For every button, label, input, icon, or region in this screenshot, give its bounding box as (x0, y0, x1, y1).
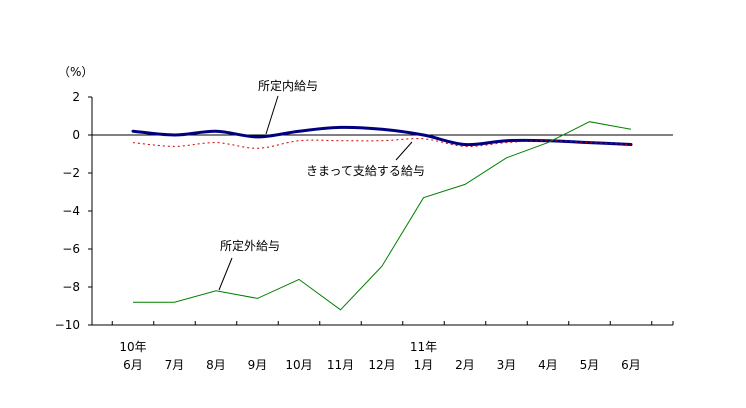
annotation-label: 所定内給与 (258, 78, 318, 93)
y-tick-label: −10 (55, 318, 80, 332)
y-tick-label: 0 (72, 128, 80, 142)
x-tick-label: 4月 (538, 358, 558, 372)
annotation-label: 所定外給与 (220, 238, 280, 253)
series-line-regular-pay (132, 138, 632, 149)
x-tick-label: 7月 (165, 358, 185, 372)
annotation-leader-line (218, 257, 233, 291)
series-lines (131, 121, 633, 311)
x-tick-label: 6月 (621, 358, 641, 372)
axes (88, 96, 674, 326)
x-tick-label: 10月 (285, 358, 312, 372)
x-year-label: 11年 (410, 340, 437, 354)
x-tick-label: 6月 (123, 358, 143, 372)
axis-labels: 2 0 −2 −4 −6 −8 −10 （%） 6月 7月 8月 9月 10月 11月 12月 1月 2月 3月 4… (55, 65, 641, 372)
x-tick-label: 9月 (248, 358, 268, 372)
y-unit-label: （%） (58, 65, 93, 79)
annotation-leader-line (265, 95, 279, 135)
y-tick-label: −6 (62, 242, 80, 256)
annotation-label: きまって支給する給与 (306, 164, 425, 178)
series-line-scheduled-pay (131, 125, 633, 147)
y-tick-label: 2 (72, 90, 80, 104)
annotation-leader-line (395, 141, 413, 161)
x-tick-label: 8月 (206, 358, 226, 372)
y-tick-label: −4 (62, 204, 80, 218)
x-tick-label: 5月 (580, 358, 600, 372)
x-tick-label: 11月 (327, 358, 354, 372)
x-year-label: 10年 (119, 340, 146, 354)
series-line-overtime-pay (133, 121, 632, 311)
y-tick-label: −8 (62, 280, 80, 294)
x-tick-label: 2月 (455, 358, 475, 372)
y-tick-label: −2 (62, 166, 80, 180)
x-tick-label: 1月 (414, 358, 434, 372)
x-tick-label: 12月 (368, 358, 395, 372)
x-tick-label: 3月 (497, 358, 517, 372)
